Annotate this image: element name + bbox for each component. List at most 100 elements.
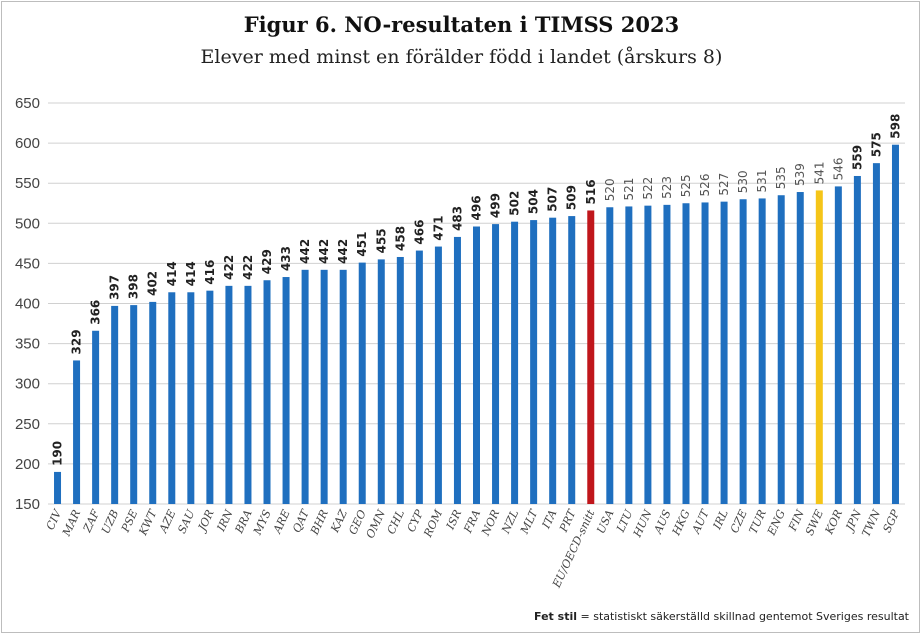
value-label: 442: [298, 239, 312, 264]
category-label: SGP: [880, 507, 902, 535]
y-tick-label: 150: [15, 496, 40, 513]
value-label: 522: [641, 177, 655, 200]
bar: [54, 471, 62, 504]
value-label: 429: [260, 249, 274, 274]
category-label: MAR: [59, 508, 83, 539]
value-label: 541: [812, 162, 826, 185]
value-label: 433: [279, 246, 293, 271]
value-label: 502: [508, 191, 522, 216]
bar: [587, 210, 595, 504]
value-label: 539: [793, 163, 807, 186]
bar: [758, 198, 766, 505]
category-label: ARE: [270, 508, 292, 536]
category-label: SAU: [175, 507, 198, 536]
bar: [263, 280, 271, 504]
chart-subtitle: Elever med minst en förälder född i land…: [200, 46, 723, 68]
category-label: KOR: [822, 508, 845, 537]
value-label: 531: [755, 170, 769, 193]
bar: [568, 216, 576, 504]
chart-title: Figur 6. NO-resultaten i TIMSS 2023: [243, 12, 680, 37]
bar: [815, 190, 823, 504]
value-label: 521: [622, 178, 636, 201]
bar: [339, 269, 347, 504]
value-label: 471: [431, 215, 445, 240]
value-label: 397: [108, 275, 122, 300]
bar: [149, 301, 157, 504]
bar: [777, 195, 785, 505]
value-label: 516: [584, 179, 598, 204]
bar: [206, 290, 214, 504]
value-label: 559: [850, 145, 864, 170]
category-label: NOR: [479, 508, 503, 539]
category-label: MLT: [518, 506, 541, 537]
value-label: 442: [317, 239, 331, 264]
bar: [225, 285, 233, 504]
bars: [54, 144, 899, 505]
y-tick-label: 500: [15, 215, 40, 232]
y-tick-label: 200: [15, 456, 40, 473]
bar: [282, 277, 290, 504]
value-label: 451: [355, 232, 369, 257]
value-label: 526: [698, 174, 712, 197]
value-label: 504: [527, 189, 541, 214]
bar: [720, 201, 728, 504]
bar: [415, 250, 423, 504]
category-label: TWN: [859, 507, 883, 538]
bar: [891, 144, 899, 505]
bar: [834, 186, 842, 504]
value-label: 442: [336, 239, 350, 264]
value-label: 523: [660, 176, 674, 199]
bar: [625, 206, 633, 504]
bar: [701, 202, 709, 504]
value-label: 530: [736, 170, 750, 193]
value-label: 398: [127, 274, 141, 299]
bar: [320, 269, 328, 504]
value-label: 525: [679, 174, 693, 197]
value-label: 422: [241, 255, 255, 280]
category-label: SWE: [803, 508, 826, 538]
bar: [396, 256, 404, 504]
y-axis: 150 200 250 300 350 400 450 500 550 600 650: [15, 95, 40, 513]
bar: [682, 203, 690, 504]
category-label: HUN: [630, 507, 654, 540]
category-label: BHR: [308, 508, 331, 538]
footnote: Fet stil = statistiskt säkerställd skill…: [534, 610, 909, 623]
value-label: 414: [184, 261, 198, 286]
bar: [872, 163, 880, 504]
y-tick-label: 400: [15, 296, 40, 313]
y-tick-label: 650: [15, 95, 40, 112]
value-label: 455: [374, 228, 388, 253]
category-label: NZL: [499, 508, 522, 537]
bar: [511, 221, 519, 505]
value-labels: 190 329 366 397 398 402 414 414 416 422 422 429 433 4…: [51, 114, 903, 466]
bar: [644, 205, 652, 504]
bar: [739, 199, 747, 505]
value-label: 422: [222, 255, 236, 280]
category-label: MYS: [251, 507, 274, 537]
y-tick-label: 350: [15, 336, 40, 353]
bar: [377, 259, 385, 504]
value-label: 527: [717, 173, 731, 196]
value-label: 496: [470, 195, 484, 220]
x-axis: CIVMARZAFUZBPSEKWTAZESAUJORIRNBRAMYSAREQ…: [44, 506, 903, 590]
category-label: ENG: [765, 508, 788, 539]
bar: [530, 220, 538, 505]
value-label: 414: [165, 261, 179, 286]
bar: [111, 305, 119, 504]
value-label: 416: [203, 260, 217, 285]
value-label: 535: [774, 166, 788, 189]
category-label: OMN: [364, 507, 389, 540]
value-label: 402: [146, 271, 160, 296]
bar: [358, 262, 366, 504]
category-label: UZB: [99, 508, 121, 536]
category-label: JOR: [195, 508, 217, 535]
value-label: 575: [869, 132, 883, 157]
y-tick-label: 250: [15, 416, 40, 433]
bar: [453, 236, 461, 504]
y-tick-label: 550: [15, 175, 40, 192]
category-label: KWT: [136, 506, 160, 538]
y-tick-label: 300: [15, 376, 40, 393]
value-label: 598: [888, 114, 902, 139]
bar: [130, 305, 138, 504]
